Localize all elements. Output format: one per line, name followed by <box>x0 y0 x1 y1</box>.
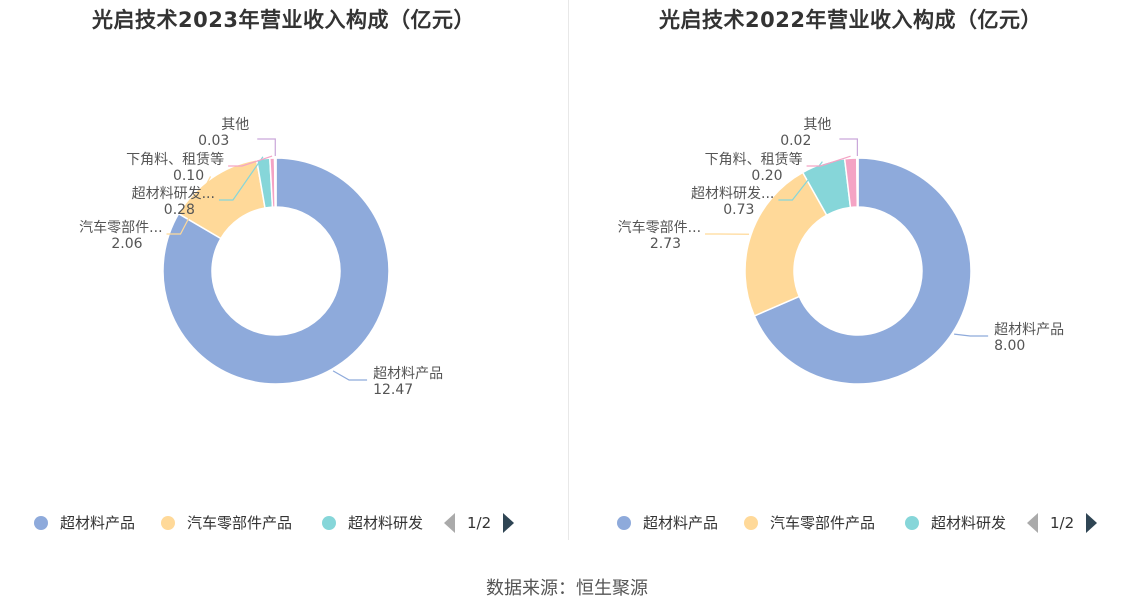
slice-label-auto-parts: 汽车零部件... <box>618 219 701 236</box>
legend-item-super-material-rd[interactable]: 超材料研发 <box>905 512 1006 533</box>
legend-marker <box>905 515 919 530</box>
legend-item-auto-parts[interactable]: 汽车零部件产品 <box>161 512 292 533</box>
leader-line <box>778 161 823 201</box>
slice-value-auto-parts: 2.06 <box>111 236 142 252</box>
slice-other[interactable] <box>856 157 859 208</box>
slice-value-scrap-leasing: 0.20 <box>751 168 782 184</box>
chart-panel-2022: 光启技术2022年营业收入构成（亿元） 超材料产品 8.00 汽车零部件... 2.7… <box>567 0 1134 560</box>
slice-label-super-material-rd: 超材料研发... <box>691 186 774 202</box>
leader-line <box>839 138 858 157</box>
slice-value-auto-parts: 2.73 <box>650 236 681 252</box>
legend-label: 超材料研发 <box>348 514 424 532</box>
legend-label: 汽车零部件产品 <box>187 514 293 532</box>
leader-line <box>166 176 212 235</box>
legend-marker <box>322 515 336 530</box>
slice-value-super-material-products: 8.00 <box>994 338 1025 354</box>
slice-value-other: 0.02 <box>780 133 811 149</box>
chart-panel-2023: 光启技术2023年营业收入构成（亿元） 超材料产品 12.47 汽车零部件... 2.… <box>0 0 567 560</box>
legend-page-indicator: 1/2 <box>1050 514 1075 532</box>
leader-line <box>954 333 989 337</box>
slice-label-other: 其他 <box>221 117 249 133</box>
leader-line <box>332 370 368 381</box>
slice-value-other: 0.03 <box>198 133 229 149</box>
legend: 超材料产品 汽车零部件产品 超材料研发 1/2 <box>0 512 567 538</box>
chart-title: 光启技术2022年营业收入构成（亿元） <box>659 8 1042 32</box>
legend-item-super-material-products[interactable]: 超材料产品 <box>617 512 718 533</box>
slice-other[interactable] <box>273 157 277 208</box>
legend-marker <box>161 515 175 530</box>
slice-label-super-material-products: 超材料产品 <box>994 322 1064 338</box>
slice-value-super-material-products: 12.47 <box>373 382 413 398</box>
slice-value-scrap-leasing: 0.10 <box>173 168 204 184</box>
data-source: 数据来源：恒生聚源 <box>486 578 648 599</box>
arrow-left-icon[interactable] <box>1027 513 1038 533</box>
slice-label-auto-parts: 汽车零部件... <box>79 219 162 236</box>
legend-item-auto-parts[interactable]: 汽车零部件产品 <box>744 512 875 533</box>
slice-super-material-products[interactable] <box>162 157 390 385</box>
slice-label-scrap-leasing: 下角料、租赁等 <box>705 151 803 168</box>
slice-label-super-material-rd: 超材料研发... <box>132 186 215 202</box>
legend-item-super-material-products[interactable]: 超材料产品 <box>34 512 135 533</box>
leader-line <box>228 155 273 167</box>
arrow-left-icon[interactable] <box>444 513 455 533</box>
leader-line <box>257 138 276 157</box>
slice-super-material-products[interactable] <box>753 157 972 385</box>
slice-label-super-material-products: 超材料产品 <box>373 366 443 382</box>
leader-line <box>806 155 851 167</box>
legend: 超材料产品 汽车零部件产品 超材料研发 1/2 <box>567 512 1134 538</box>
legend-label: 超材料研发 <box>931 514 1007 532</box>
legend-pager: 1/2 <box>444 513 515 533</box>
slice-label-scrap-leasing: 下角料、租赁等 <box>126 151 224 168</box>
legend-label: 超材料产品 <box>60 514 136 532</box>
arrow-right-icon[interactable] <box>1086 513 1098 533</box>
legend-page-indicator: 1/2 <box>467 514 492 532</box>
legend-marker <box>34 515 48 530</box>
legend-marker <box>744 515 758 530</box>
legend-pager: 1/2 <box>1027 513 1098 533</box>
leader-line <box>218 156 264 201</box>
arrow-right-icon[interactable] <box>503 513 515 533</box>
legend-item-super-material-rd[interactable]: 超材料研发 <box>322 512 423 533</box>
slice-value-super-material-rd: 0.73 <box>723 202 754 218</box>
panel-divider <box>568 0 569 540</box>
legend-label: 汽车零部件产品 <box>770 514 876 532</box>
legend-label: 超材料产品 <box>643 514 719 532</box>
slice-value-super-material-rd: 0.28 <box>164 202 195 218</box>
slice-label-other: 其他 <box>803 117 831 133</box>
legend-marker <box>617 515 631 530</box>
chart-title: 光启技术2023年营业收入构成（亿元） <box>92 8 475 32</box>
